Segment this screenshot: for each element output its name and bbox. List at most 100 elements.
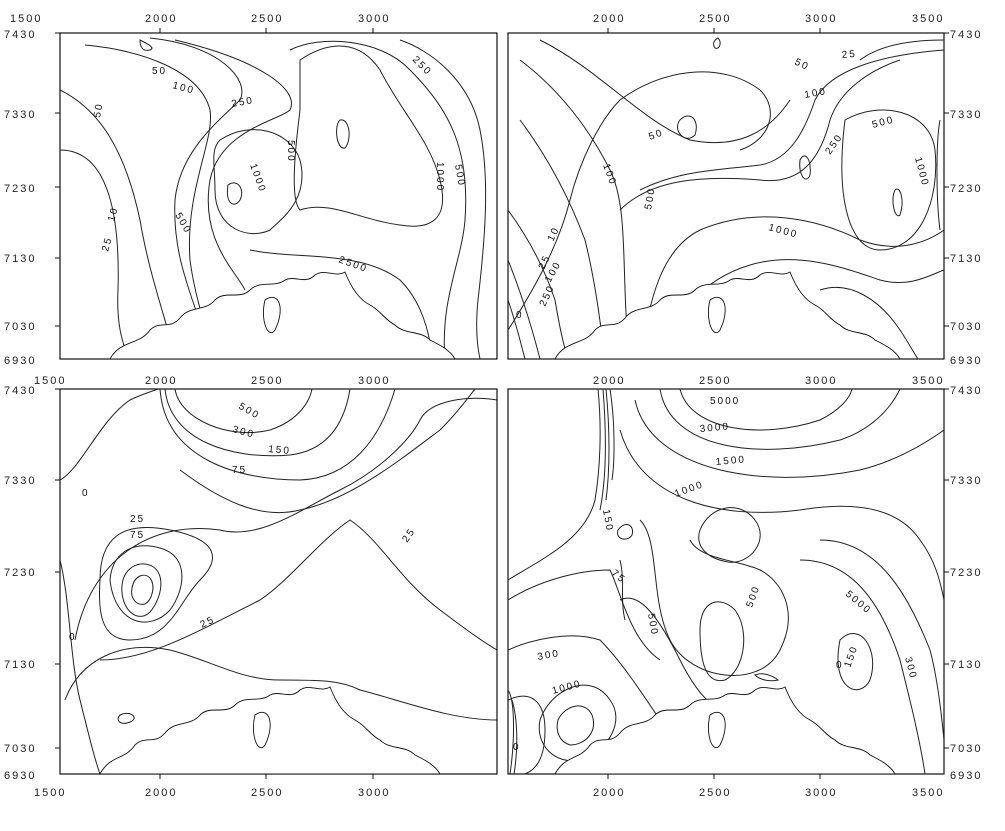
contour-label: 0: [516, 310, 524, 321]
contour-line: [699, 601, 745, 682]
contour-label: 150: [842, 644, 860, 669]
contour-line: [174, 39, 292, 291]
contour-line: [213, 129, 303, 235]
tick-label: 7330: [4, 475, 36, 487]
tick-label: 6930: [950, 355, 982, 367]
contour-label: 50: [92, 102, 105, 119]
contour-line: [677, 115, 697, 139]
contour-line: [508, 71, 771, 331]
tick-label: 7430: [950, 29, 982, 41]
contour-label: 1000: [434, 162, 445, 192]
contour-label: 75: [130, 530, 145, 541]
tick-label: 7430: [4, 29, 36, 41]
contour-label: 10: [106, 205, 121, 222]
coastline-shape: [708, 297, 726, 333]
tick-label: 7230: [4, 183, 36, 195]
contour-label: 50: [793, 57, 811, 73]
contour-line: [164, 389, 351, 457]
contour-line: [599, 389, 606, 511]
contour-label: 1000: [551, 678, 583, 696]
coastline-shape: [109, 271, 456, 359]
tick-label: 7130: [950, 253, 982, 265]
tick-label: 1500: [34, 787, 66, 799]
tick-label: 3000: [805, 375, 837, 387]
tick-label: 2000: [145, 375, 177, 387]
contour-label: 250: [231, 95, 255, 110]
tick-label: 3000: [805, 13, 837, 25]
tick-label: 7430: [950, 385, 982, 397]
contour-label: 25: [400, 526, 418, 545]
contour-line: [508, 299, 526, 359]
contour-line: [179, 389, 476, 514]
contour-label: 5000: [710, 396, 740, 407]
contour-label: 500: [871, 114, 896, 130]
contour-line: [617, 524, 634, 540]
contour-line: [698, 507, 761, 563]
coastline-shape: [554, 271, 901, 359]
contour-line: [336, 119, 350, 149]
contour-label: 2500: [337, 254, 369, 275]
contour-label: 300: [231, 424, 256, 440]
tick-label: 2500: [699, 13, 731, 25]
contour-line: [936, 119, 941, 231]
tick-label: 2000: [145, 13, 177, 25]
contour-label: 1000: [767, 222, 799, 240]
tick-label: 7130: [4, 253, 36, 265]
tick-label: 7330: [950, 109, 982, 121]
contour-line: [892, 188, 903, 217]
tick-label: 7230: [4, 567, 36, 579]
contour-label: 150: [600, 509, 615, 533]
contour-label: 0: [513, 742, 521, 753]
tick-label: 7130: [4, 659, 36, 671]
panel-top-left: 50 100 250 500 1000 500 1000 500 50 25 1…: [59, 32, 498, 360]
contour-line: [226, 182, 243, 205]
tick-label: 3000: [358, 787, 390, 799]
contour-line: [117, 712, 135, 724]
contour-line: [539, 39, 791, 144]
contour-label: 100: [600, 162, 618, 187]
contour-line: [609, 389, 615, 481]
contour-line: [508, 209, 569, 359]
contour-line: [508, 569, 661, 661]
tick-label: 3500: [912, 13, 944, 25]
contour-line: [519, 59, 631, 359]
contour-label: 5000: [843, 589, 873, 617]
tick-label: 2500: [251, 787, 283, 799]
panel-bottom-left: 500 300 150 75 25 75 25 25 0 0: [59, 388, 498, 775]
contour-line: [74, 397, 497, 641]
contour-line: [634, 399, 944, 478]
contour-line: [149, 37, 243, 341]
contour-line: [639, 519, 789, 676]
contour-line: [60, 149, 131, 359]
contour-label: 300: [537, 648, 561, 663]
contour-label: 250: [538, 283, 558, 308]
tick-label: 7430: [4, 385, 36, 397]
tick-label: 3000: [805, 787, 837, 799]
contour-line: [639, 216, 944, 359]
contour-line: [508, 389, 601, 581]
left-y-axis-top: 7430 7330 7230 7130 7030 6930: [4, 29, 36, 367]
contour-line: [519, 119, 606, 359]
panel-top-right: 50 25 100 50 250 500 1000 1000 500 100 1…: [507, 32, 945, 360]
tick-label: 3500: [912, 787, 944, 799]
contour-line: [754, 673, 780, 682]
contour-label: 1500: [715, 454, 746, 468]
tick-label: 6930: [4, 770, 36, 782]
contour-line: [289, 40, 467, 359]
tick-label: 7030: [4, 743, 36, 755]
contour-line: [121, 563, 162, 617]
tick-label: 2000: [593, 375, 625, 387]
contour-line: [60, 389, 159, 481]
contour-label: 100: [804, 86, 828, 101]
contour-label: 1000: [673, 479, 705, 500]
tick-label: 2500: [699, 787, 731, 799]
tick-label: 3500: [912, 375, 944, 387]
contour-line: [538, 684, 617, 762]
contour-line: [508, 689, 514, 774]
contour-line: [60, 559, 101, 774]
tick-label: 7030: [4, 321, 36, 333]
tick-label: 7030: [950, 743, 982, 755]
tick-label: 2000: [593, 787, 625, 799]
contour-label: 500: [237, 401, 262, 422]
